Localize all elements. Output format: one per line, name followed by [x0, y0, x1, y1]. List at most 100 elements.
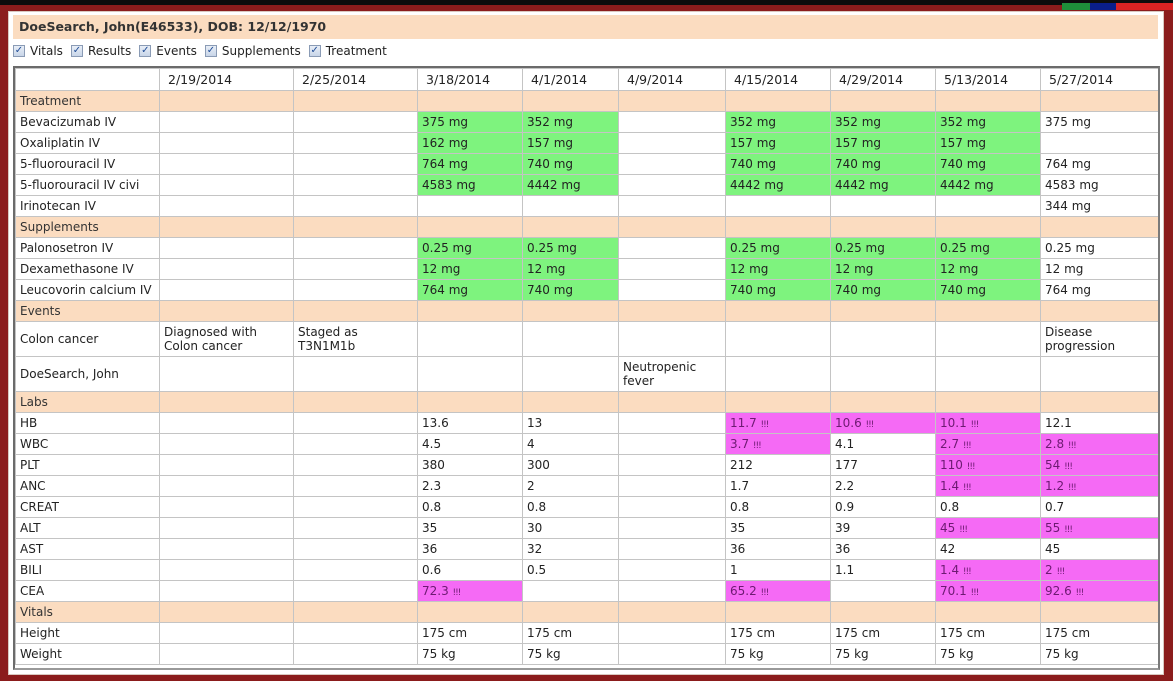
- administered-cell[interactable]: 12 mg: [830, 258, 936, 280]
- abnormal-value-cell[interactable]: 11.7 !!!: [725, 412, 831, 434]
- data-cell[interactable]: 175 cm: [830, 622, 936, 644]
- patient-timeline-grid[interactable]: 2/19/2014 2/25/2014 3/18/2014 4/1/2014 4/9/2…: [13, 66, 1160, 670]
- administered-cell[interactable]: 352 mg: [935, 111, 1041, 133]
- administered-cell[interactable]: 4583 mg: [417, 174, 523, 196]
- data-cell[interactable]: 13.6: [417, 412, 523, 434]
- administered-cell[interactable]: 157 mg: [830, 132, 936, 154]
- data-cell[interactable]: [293, 279, 418, 301]
- administered-cell[interactable]: 4442 mg: [935, 174, 1041, 196]
- data-cell[interactable]: [618, 111, 726, 133]
- data-cell[interactable]: [830, 580, 936, 602]
- data-cell[interactable]: [293, 538, 418, 560]
- data-cell[interactable]: 35: [417, 517, 523, 539]
- abnormal-value-cell[interactable]: 72.3 !!!: [417, 580, 523, 602]
- data-cell[interactable]: 4.1: [830, 433, 936, 455]
- data-cell[interactable]: 1: [725, 559, 831, 581]
- data-cell[interactable]: [522, 356, 619, 392]
- data-cell[interactable]: [618, 517, 726, 539]
- date-column-header[interactable]: 5/13/2014: [935, 68, 1041, 91]
- data-cell[interactable]: 4583 mg: [1040, 174, 1158, 196]
- data-cell[interactable]: [159, 559, 294, 581]
- data-cell[interactable]: [618, 475, 726, 497]
- data-cell[interactable]: [159, 195, 294, 217]
- administered-cell[interactable]: 12 mg: [417, 258, 523, 280]
- data-cell[interactable]: 75 kg: [725, 643, 831, 665]
- data-cell[interactable]: [293, 258, 418, 280]
- filter-results[interactable]: ✓ Results: [70, 44, 131, 58]
- administered-cell[interactable]: 0.25 mg: [522, 237, 619, 259]
- data-cell[interactable]: 0.8: [522, 496, 619, 518]
- data-cell[interactable]: [618, 132, 726, 154]
- administered-cell[interactable]: 764 mg: [417, 153, 523, 175]
- data-cell[interactable]: [618, 174, 726, 196]
- data-cell[interactable]: [725, 321, 831, 357]
- data-cell[interactable]: 75 kg: [935, 643, 1041, 665]
- data-cell[interactable]: 0.8: [935, 496, 1041, 518]
- administered-cell[interactable]: 740 mg: [522, 279, 619, 301]
- data-cell[interactable]: [618, 538, 726, 560]
- data-cell[interactable]: [159, 279, 294, 301]
- data-cell[interactable]: 175 cm: [417, 622, 523, 644]
- data-cell[interactable]: [618, 559, 726, 581]
- administered-cell[interactable]: 4442 mg: [830, 174, 936, 196]
- abnormal-value-cell[interactable]: 2 !!!: [1040, 559, 1158, 581]
- data-cell[interactable]: [935, 321, 1041, 357]
- data-cell[interactable]: [618, 153, 726, 175]
- administered-cell[interactable]: 12 mg: [725, 258, 831, 280]
- data-cell[interactable]: 32: [522, 538, 619, 560]
- administered-cell[interactable]: 375 mg: [417, 111, 523, 133]
- data-cell[interactable]: [159, 111, 294, 133]
- administered-cell[interactable]: 352 mg: [830, 111, 936, 133]
- data-cell[interactable]: [293, 559, 418, 581]
- data-cell[interactable]: 35: [725, 517, 831, 539]
- data-cell[interactable]: [159, 174, 294, 196]
- data-cell[interactable]: [522, 321, 619, 357]
- data-cell[interactable]: [618, 622, 726, 644]
- checkbox-events[interactable]: ✓: [139, 45, 152, 57]
- administered-cell[interactable]: 740 mg: [935, 153, 1041, 175]
- data-cell[interactable]: [293, 454, 418, 476]
- administered-cell[interactable]: 0.25 mg: [417, 237, 523, 259]
- administered-cell[interactable]: 0.25 mg: [935, 237, 1041, 259]
- data-cell[interactable]: 30: [522, 517, 619, 539]
- data-cell[interactable]: [830, 195, 936, 217]
- data-cell[interactable]: [618, 580, 726, 602]
- date-column-header[interactable]: 2/25/2014: [293, 68, 418, 91]
- administered-cell[interactable]: 4442 mg: [522, 174, 619, 196]
- data-cell[interactable]: [159, 132, 294, 154]
- data-cell[interactable]: [293, 237, 418, 259]
- administered-cell[interactable]: 157 mg: [725, 132, 831, 154]
- data-cell[interactable]: [618, 454, 726, 476]
- data-cell[interactable]: 2.2: [830, 475, 936, 497]
- data-cell[interactable]: 300: [522, 454, 619, 476]
- checkbox-vitals[interactable]: ✓: [13, 45, 25, 57]
- data-cell[interactable]: [618, 279, 726, 301]
- data-cell[interactable]: [159, 258, 294, 280]
- data-cell[interactable]: 1.1: [830, 559, 936, 581]
- abnormal-value-cell[interactable]: 2.7 !!!: [935, 433, 1041, 455]
- checkbox-treatment[interactable]: ✓: [308, 45, 321, 57]
- data-cell[interactable]: 75 kg: [1040, 643, 1158, 665]
- administered-cell[interactable]: 4442 mg: [725, 174, 831, 196]
- data-cell[interactable]: [293, 643, 418, 665]
- data-cell[interactable]: 75 kg: [522, 643, 619, 665]
- data-cell[interactable]: 380: [417, 454, 523, 476]
- data-cell[interactable]: [618, 643, 726, 665]
- data-cell[interactable]: 175 cm: [522, 622, 619, 644]
- data-cell[interactable]: [159, 517, 294, 539]
- data-cell[interactable]: 1.7: [725, 475, 831, 497]
- data-cell[interactable]: 0.5: [522, 559, 619, 581]
- data-cell[interactable]: [618, 321, 726, 357]
- data-cell[interactable]: [159, 412, 294, 434]
- data-cell[interactable]: 12 mg: [1040, 258, 1158, 280]
- data-cell[interactable]: [830, 356, 936, 392]
- data-cell[interactable]: 2: [522, 475, 619, 497]
- data-cell[interactable]: 212: [725, 454, 831, 476]
- data-cell[interactable]: Staged as T3N1M1b: [293, 321, 418, 357]
- data-cell[interactable]: [293, 132, 418, 154]
- administered-cell[interactable]: 0.25 mg: [725, 237, 831, 259]
- data-cell[interactable]: 4.5: [417, 433, 523, 455]
- data-cell[interactable]: [293, 174, 418, 196]
- data-cell[interactable]: 42: [935, 538, 1041, 560]
- data-cell[interactable]: 0.8: [725, 496, 831, 518]
